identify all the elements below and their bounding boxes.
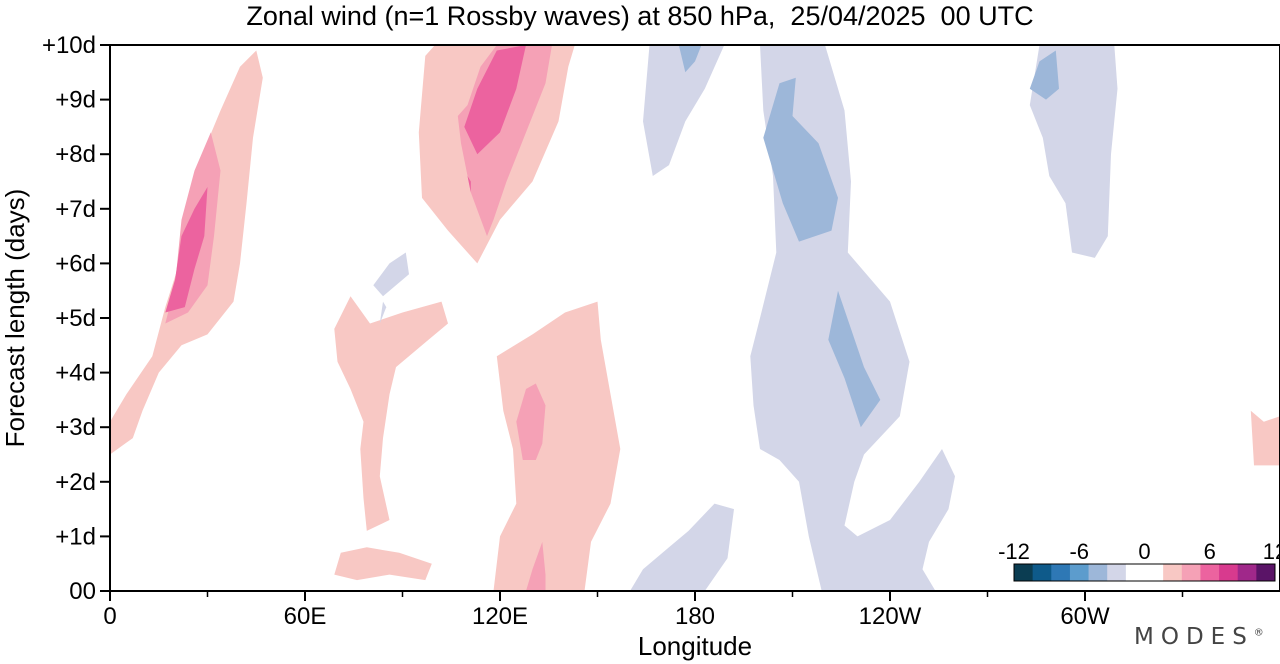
contour-region-2-4 <box>526 541 546 591</box>
colorbar-frame <box>1013 563 1276 582</box>
x-tick-label: 120E <box>472 603 528 630</box>
contour-region-3-1 <box>165 187 208 313</box>
contour-region-4-5 <box>373 252 409 297</box>
x-tick-label: 60W <box>1060 603 1110 630</box>
contour-region-5-1 <box>678 45 702 73</box>
colorbar-swatch <box>1237 564 1257 581</box>
contour-region-4-4 <box>1029 45 1118 258</box>
contour-region-3-3 <box>467 176 471 193</box>
x-tick-label: 120W <box>859 603 922 630</box>
colorbar-swatch <box>1107 564 1127 581</box>
y-tick-label: +3d <box>55 414 96 441</box>
contour-region-5-3 <box>828 290 881 428</box>
contour-region-3-2 <box>464 45 526 155</box>
y-tick-label: +10d <box>42 32 96 59</box>
colorbar-tick-label: -12 <box>998 539 1030 564</box>
y-tick-label: +1d <box>55 523 96 550</box>
chart-title: Zonal wind (n=1 Rossby waves) at 850 hPa… <box>246 1 1034 31</box>
y-tick-label: +5d <box>55 305 96 332</box>
colorbar-swatch <box>1200 564 1220 581</box>
y-tick-label: +9d <box>55 87 96 114</box>
axis-ticks: 0 60E 120E 180 120W 60W 00 +1d +2d +3d +4d +5d +6d +7… <box>42 32 1184 630</box>
colorbar-swatch <box>1219 564 1239 581</box>
colorbar-swatch <box>1181 564 1201 581</box>
colorbar-swatch <box>1088 564 1108 581</box>
contour-region-2-3 <box>516 383 546 460</box>
contour-region-5-2 <box>763 77 838 242</box>
y-tick-label: 00 <box>69 578 96 605</box>
colorbar-swatch <box>1163 564 1183 581</box>
contour-region-1-5 <box>493 301 621 591</box>
colorbar-swatch <box>1069 564 1089 581</box>
colorbar-swatch <box>1256 564 1276 581</box>
colorbar-swatch <box>1144 564 1164 581</box>
y-tick-label: +8d <box>55 141 96 168</box>
brand-logo: MODES® <box>1134 624 1264 650</box>
contour-region-4-3 <box>630 503 734 591</box>
colorbar-tick-label: -6 <box>1069 539 1089 564</box>
contour-region-1-6 <box>1250 410 1280 466</box>
y-tick-label: +4d <box>55 360 96 387</box>
colorbar-swatch <box>1125 564 1145 581</box>
x-tick-label: 180 <box>675 603 715 630</box>
contour-region-4-6 <box>379 301 387 324</box>
colorbar-tick-label: 12 <box>1263 539 1280 564</box>
brand-registered-mark: ® <box>1253 627 1264 639</box>
contour-region-1-3 <box>334 296 448 531</box>
x-tick-label: 0 <box>103 603 116 630</box>
contour-region-4-1 <box>643 45 725 176</box>
contour-fills <box>110 45 1280 591</box>
colorbar-swatch <box>1032 564 1052 581</box>
colorbar-tick-label: 6 <box>1204 539 1216 564</box>
colorbar: -12 -6 0 6 12 <box>998 539 1280 582</box>
y-tick-label: +2d <box>55 469 96 496</box>
contour-region-1-4 <box>334 547 432 581</box>
x-axis-label: Longitude <box>638 631 752 661</box>
x-tick-label: 60E <box>284 603 327 630</box>
colorbar-swatch <box>1014 564 1034 581</box>
y-tick-label: +6d <box>55 250 96 277</box>
colorbar-swatch <box>1051 564 1071 581</box>
brand-text: MODES <box>1134 624 1254 650</box>
y-axis-label: Forecast length (days) <box>0 189 30 448</box>
y-tick-label: +7d <box>55 196 96 223</box>
contour-region-5-4 <box>1029 50 1059 100</box>
colorbar-tick-label: 0 <box>1138 539 1150 564</box>
